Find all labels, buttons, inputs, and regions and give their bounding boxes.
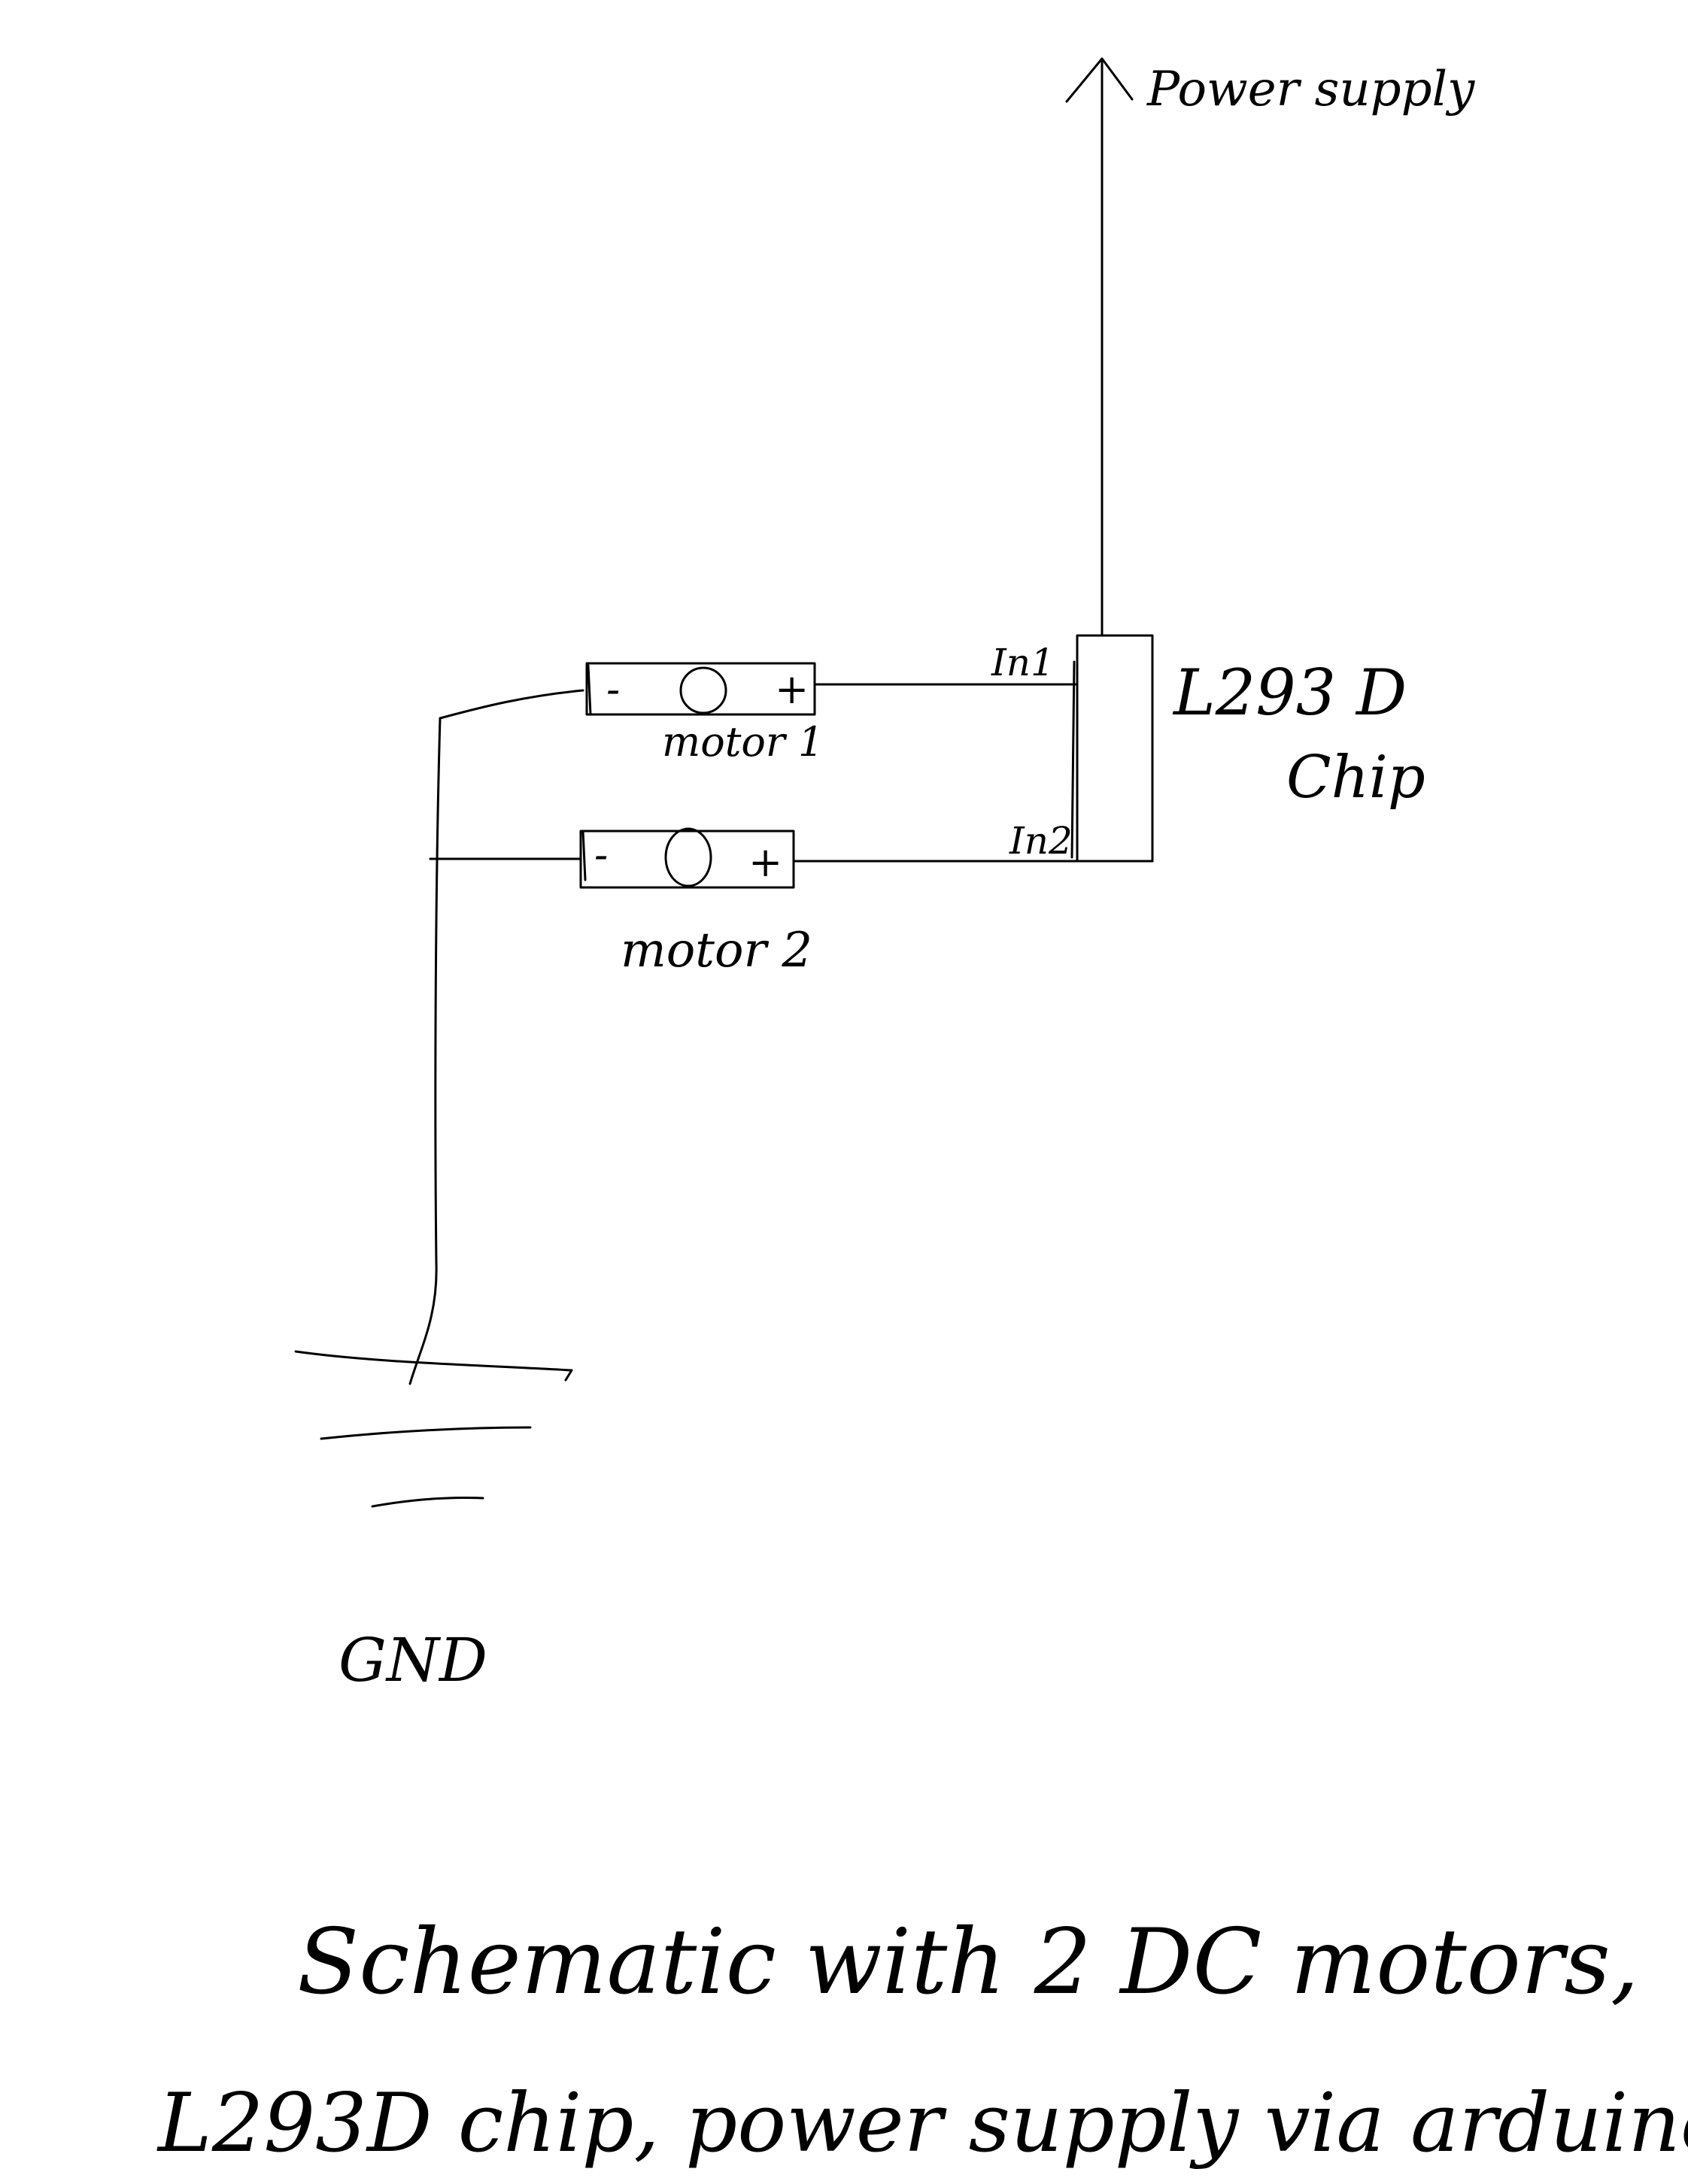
power-supply-label: Power supply <box>1146 62 1475 117</box>
motor-2-minus: - <box>594 831 608 878</box>
motor-1-label: motor 1 <box>662 718 824 766</box>
caption-line-2: L293D chip, power supply via arduino. <box>156 2076 1688 2170</box>
motor-2-plus: + <box>748 839 782 886</box>
motor-1-plus: + <box>775 666 809 713</box>
chip-sublabel: Chip <box>1286 744 1425 811</box>
pin-in2-label: In2 <box>1009 819 1073 863</box>
l293d-chip <box>1076 634 1154 863</box>
motor-1 <box>585 662 816 716</box>
chip-inner-stroke <box>1070 660 1076 859</box>
caption-line-1: Schematic with 2 DC motors, <box>297 1910 1639 2015</box>
ground-label: GND <box>339 1625 487 1695</box>
power-supply-line <box>1065 57 1134 637</box>
pin-in1-label: In1 <box>991 641 1055 684</box>
ground-wires <box>408 689 584 1385</box>
motor-1-minus: - <box>606 666 620 713</box>
motor-2-label: motor 2 <box>621 923 812 978</box>
chip-label: L293 D <box>1172 656 1407 730</box>
ground-symbol <box>294 1350 573 1508</box>
